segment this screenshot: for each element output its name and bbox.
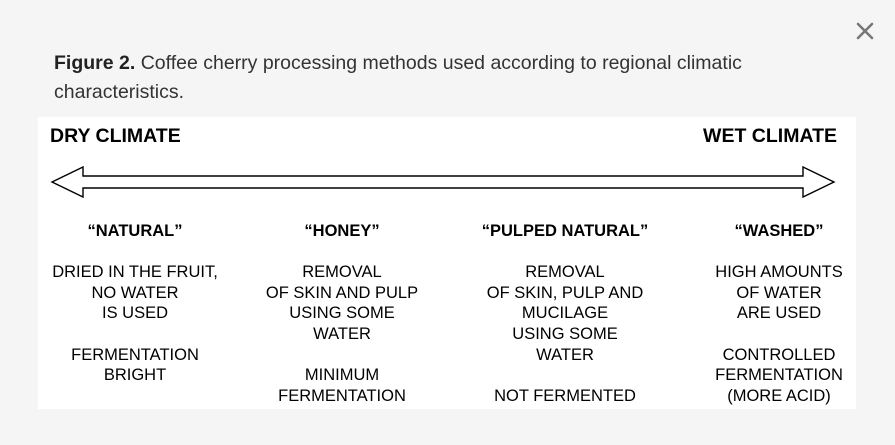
method-column-natural: “NATURAL” DRIED IN THE FRUIT, NO WATER I… bbox=[30, 221, 240, 386]
method-title: “WASHED” bbox=[734, 222, 824, 240]
figure-caption-text: Coffee cherry processing methods used ac… bbox=[54, 52, 742, 103]
method-text-line: OF SKIN, PULP AND bbox=[486, 283, 644, 302]
method-column-honey: “HONEY” REMOVAL OF SKIN AND PULP USING S… bbox=[237, 221, 447, 406]
method-text-line bbox=[30, 324, 240, 345]
close-button[interactable] bbox=[850, 14, 880, 48]
figure-image: DRY CLIMATE WET CLIMATE “NATURAL” DRIED … bbox=[38, 117, 856, 409]
method-text-line: REMOVAL bbox=[525, 263, 605, 282]
wet-climate-label: WET CLIMATE bbox=[703, 125, 837, 147]
method-text-line: NO WATER bbox=[91, 283, 179, 302]
method-text-line: WATER bbox=[536, 345, 594, 364]
method-text-line: USING SOME bbox=[512, 324, 618, 343]
method-text-line: HIGH AMOUNTS bbox=[715, 263, 843, 282]
method-text-line: REMOVAL bbox=[302, 263, 382, 282]
close-icon[interactable] bbox=[855, 21, 875, 41]
method-text-line: DRIED IN THE FRUIT, bbox=[52, 263, 218, 282]
method-text-line: FERMENTATION bbox=[715, 366, 843, 385]
method-text-line: BRIGHT bbox=[103, 366, 167, 385]
method-text-line: OF SKIN AND PULP bbox=[265, 283, 419, 302]
method-text-line: USING SOME bbox=[289, 304, 395, 323]
method-text-line bbox=[237, 345, 447, 366]
method-text-line: FERMENTATION bbox=[71, 345, 199, 364]
dry-climate-label: DRY CLIMATE bbox=[50, 125, 181, 147]
method-text-line: ARE USED bbox=[736, 304, 822, 323]
method-title: “PULPED NATURAL” bbox=[481, 222, 649, 240]
method-text-line bbox=[674, 324, 884, 345]
method-text-line: NOT FERMENTED bbox=[494, 386, 636, 405]
method-text-line: IS USED bbox=[101, 304, 169, 323]
figure-caption: Figure 2. Coffee cherry processing metho… bbox=[54, 49, 814, 107]
method-text-line: (MORE ACID) bbox=[727, 386, 831, 405]
figure-label: Figure 2. bbox=[54, 52, 136, 74]
method-text-line: MUCILAGE bbox=[521, 304, 609, 323]
method-text-line: WATER bbox=[313, 324, 371, 343]
method-text-line: CONTROLLED bbox=[722, 345, 836, 364]
method-title: “NATURAL” bbox=[87, 222, 183, 240]
method-column-washed: “WASHED” HIGH AMOUNTS OF WATER ARE USED … bbox=[674, 221, 884, 406]
method-column-pulped-natural: “PULPED NATURAL” REMOVAL OF SKIN, PULP A… bbox=[460, 221, 670, 406]
method-text-line: FERMENTATION bbox=[278, 386, 406, 405]
method-text-line: OF WATER bbox=[736, 283, 822, 302]
climate-double-arrow bbox=[50, 165, 836, 199]
method-text-line: MINIMUM bbox=[304, 366, 380, 385]
method-title: “HONEY” bbox=[304, 222, 380, 240]
method-text-line bbox=[460, 365, 670, 386]
